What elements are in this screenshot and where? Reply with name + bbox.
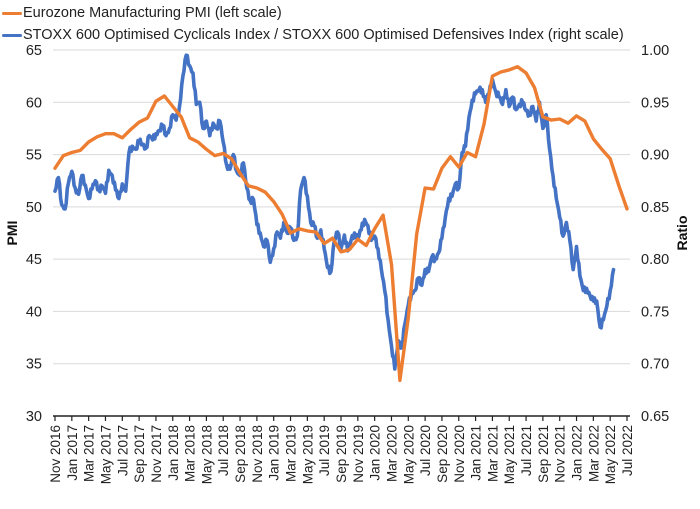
x-tick-label: May 2022: [603, 425, 618, 484]
x-tick-label: Mar 2021: [485, 425, 500, 482]
y-tick-label-left: 65: [26, 43, 42, 59]
y-tick-label-left: 55: [26, 148, 42, 164]
y-tick-label-right: 0.65: [641, 409, 669, 425]
axis-labels: 30 35 40 45 50 55 60 65 0.65 0.70 0.75 0.80 0.85 0.90…: [26, 43, 669, 484]
x-tick-label: May 2017: [98, 425, 113, 484]
x-tick-label: Jul 2022: [620, 425, 635, 476]
y-tick-label-left: 50: [26, 200, 42, 216]
axes: [53, 415, 630, 421]
x-tick-label: Jul 2020: [418, 425, 433, 476]
x-tick-label: Jan 2017: [65, 425, 80, 481]
x-tick-label: Jul 2021: [519, 425, 534, 476]
x-tick-label: Jul 2018: [216, 425, 231, 476]
x-tick-label: Jul 2017: [115, 425, 130, 476]
y-tick-label-left: 60: [26, 95, 42, 111]
gridlines: [53, 49, 630, 365]
x-tick-label: May 2019: [300, 425, 315, 484]
y-tick-label-left: 45: [26, 252, 42, 268]
x-tick-label: Sep 2018: [233, 425, 248, 483]
legend-item-pmi: Eurozone Manufacturing PMI (left scale): [2, 2, 624, 24]
series: [53, 53, 629, 383]
x-tick-label: Nov 2018: [250, 425, 265, 483]
legend-label-ratio: STOXX 600 Optimised Cyclicals Index / ST…: [23, 27, 624, 43]
x-tick-label: May 2021: [502, 425, 517, 484]
x-tick-label: May 2018: [199, 425, 214, 484]
x-tick-label: Sep 2020: [435, 425, 450, 483]
legend-swatch-pmi: [2, 11, 22, 15]
x-tick-label: Nov 2019: [351, 425, 366, 483]
series-line-pmi: [53, 65, 629, 383]
y-tick-label-right: 0.70: [641, 357, 669, 373]
x-tick-label: Mar 2022: [586, 425, 601, 482]
y-tick-label-left: 35: [26, 357, 42, 373]
x-tick-label: Sep 2019: [334, 425, 349, 483]
x-tick-label: Jan 2021: [469, 425, 484, 481]
y-tick-label-right: 0.85: [641, 200, 669, 216]
x-tick-label: Mar 2018: [183, 425, 198, 482]
y-tick-label-right: 1.00: [641, 43, 669, 59]
x-tick-label: Jan 2018: [166, 425, 181, 481]
legend-swatch-ratio: [2, 33, 22, 37]
y-tick-label-right: 0.80: [641, 252, 669, 268]
y-tick-label-right: 0.95: [641, 95, 669, 111]
x-tick-label: Nov 2017: [149, 425, 164, 483]
y-axis-title-left: PMI: [4, 221, 20, 246]
legend-label-pmi: Eurozone Manufacturing PMI (left scale): [23, 5, 282, 21]
y-tick-label-right: 0.75: [641, 304, 669, 320]
y-tick-label-right: 0.90: [641, 148, 669, 164]
x-tick-label: Nov 2021: [553, 425, 568, 483]
legend-item-ratio: STOXX 600 Optimised Cyclicals Index / ST…: [2, 24, 624, 46]
chart-legend: Eurozone Manufacturing PMI (left scale) …: [2, 2, 624, 46]
y-tick-label-left: 40: [26, 304, 42, 320]
x-tick-label: Sep 2021: [536, 425, 551, 483]
x-tick-label: May 2020: [401, 425, 416, 484]
x-tick-label: Mar 2020: [384, 425, 399, 482]
x-tick-label: Nov 2020: [452, 425, 467, 483]
y-axis-title-right: Ratio: [674, 216, 690, 251]
x-tick-label: Jul 2019: [317, 425, 332, 476]
y-tick-label-left: 30: [26, 409, 42, 425]
x-tick-label: Nov 2016: [48, 425, 63, 483]
x-tick-label: Mar 2019: [284, 425, 299, 482]
x-tick-label: Sep 2017: [132, 425, 147, 483]
x-tick-label: Jan 2019: [267, 425, 282, 481]
x-tick-label: Mar 2017: [82, 425, 97, 482]
x-tick-label: Jan 2020: [368, 425, 383, 481]
x-tick-label: Jan 2022: [570, 425, 585, 481]
